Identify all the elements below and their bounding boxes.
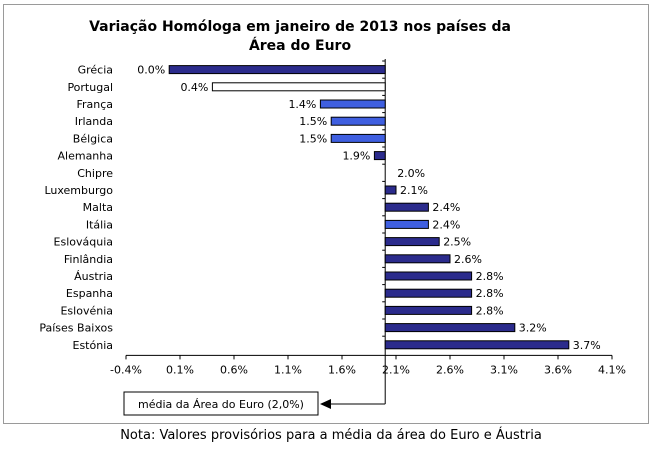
- bar: [384, 323, 516, 333]
- data-label: 2.8%: [476, 304, 504, 317]
- x-tick-label: -0.4%: [110, 363, 142, 376]
- x-tick-label: 3.1%: [490, 363, 518, 376]
- x-tick-label: 0.6%: [220, 363, 248, 376]
- category-label: Alemanha: [58, 150, 114, 163]
- category-label: Espanha: [66, 287, 113, 300]
- data-label: 2.8%: [476, 270, 504, 283]
- category-labels: Grécia Portugal França Irlanda Bélgica Aleman…: [39, 64, 113, 352]
- bar: [384, 288, 473, 298]
- footnote: Nota: Valores provisórios para a média d…: [120, 428, 542, 443]
- bar: [384, 254, 451, 264]
- bar: [330, 116, 386, 126]
- category-label: Bélgica: [73, 132, 113, 145]
- data-label: 2.6%: [454, 253, 482, 266]
- data-label: 0.4%: [180, 81, 208, 94]
- x-tick-label: 1.1%: [274, 363, 302, 376]
- category-label: Irlanda: [75, 115, 113, 128]
- data-labels: 0.0% 0.4% 1.4% 1.5% 1.5% 1.9% 2.0% 2.1% 2.4% 2.4%…: [137, 64, 601, 352]
- bar: [384, 185, 397, 195]
- x-tick-label: 2.6%: [436, 363, 464, 376]
- bar: [373, 151, 386, 161]
- bar: [168, 65, 386, 75]
- category-label: França: [76, 98, 113, 111]
- annotation-text: média da Área do Euro (2,0%): [138, 398, 304, 411]
- x-axis: -0.4% 0.1% 0.6% 1.1% 1.6% 2.1% 2.6% 3.1% 3.6% 4.1…: [110, 59, 626, 376]
- data-label: 2.4%: [432, 218, 460, 231]
- category-label: Eslováquia: [54, 236, 113, 249]
- category-label: Áustria: [74, 270, 113, 283]
- data-label: 0.0%: [137, 64, 165, 77]
- data-label: 1.5%: [299, 115, 327, 128]
- x-tick-label: 3.6%: [544, 363, 572, 376]
- x-tick-label: 2.1%: [382, 363, 410, 376]
- data-label: 1.4%: [288, 98, 316, 111]
- bar: [330, 133, 386, 143]
- category-label: Eslovénia: [60, 304, 113, 317]
- bar-chart: Variação Homóloga em janeiro de 2013 nos…: [39, 19, 626, 416]
- bar: [384, 340, 570, 350]
- bar: [384, 305, 473, 315]
- category-label: Malta: [83, 201, 113, 214]
- bar: [211, 82, 386, 92]
- x-tick-label: 1.6%: [328, 363, 356, 376]
- category-label: Estónia: [73, 339, 114, 352]
- euro-average-annotation: média da Área do Euro (2,0%): [123, 355, 386, 416]
- category-label: Grécia: [78, 64, 113, 77]
- annotation-arrowhead: [320, 399, 331, 409]
- data-label: 1.5%: [299, 132, 327, 145]
- x-tick-label: 0.1%: [166, 363, 194, 376]
- bar: [384, 219, 429, 229]
- category-label: Itália: [86, 218, 113, 231]
- category-label: Chipre: [77, 167, 113, 180]
- bar: [384, 271, 473, 281]
- data-label: 3.7%: [573, 339, 601, 352]
- bar: [384, 237, 440, 247]
- category-label: Portugal: [67, 81, 113, 94]
- data-label: 2.4%: [432, 201, 460, 214]
- chart-title-line1: Variação Homóloga em janeiro de 2013 nos…: [89, 19, 511, 35]
- annotation-box: [123, 391, 319, 416]
- bar: [384, 202, 429, 212]
- data-label: 2.5%: [443, 236, 471, 249]
- category-label: Finlândia: [64, 253, 113, 266]
- category-label: Luxemburgo: [44, 184, 113, 197]
- data-label: 2.1%: [400, 184, 428, 197]
- data-label: 1.9%: [342, 150, 370, 163]
- x-tick-label: 4.1%: [598, 363, 626, 376]
- data-label: 2.8%: [476, 287, 504, 300]
- data-label: 3.2%: [519, 322, 547, 335]
- bars: [168, 65, 570, 350]
- category-label: Países Baixos: [39, 322, 113, 335]
- bar: [319, 99, 386, 109]
- chart-title-line2: Área do Euro: [249, 37, 352, 54]
- data-label: 2.0%: [397, 167, 425, 180]
